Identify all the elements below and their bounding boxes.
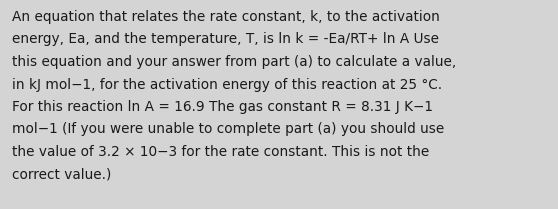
Text: For this reaction ln A = 16.9 The gas constant R = 8.31 J K−1: For this reaction ln A = 16.9 The gas co… (12, 100, 433, 114)
Text: the value of 3.2 × 10−3 for the rate constant. This is not the: the value of 3.2 × 10−3 for the rate con… (12, 145, 429, 159)
Text: this equation and your answer from part (a) to calculate a value,: this equation and your answer from part … (12, 55, 456, 69)
Text: energy, Ea, and the temperature, T, is ln k = -Ea/RT+ ln A Use: energy, Ea, and the temperature, T, is l… (12, 33, 439, 46)
Text: An equation that relates the rate constant, k, to the activation: An equation that relates the rate consta… (12, 10, 440, 24)
Text: in kJ mol−1, for the activation energy of this reaction at 25 °C.: in kJ mol−1, for the activation energy o… (12, 78, 442, 92)
Text: correct value.): correct value.) (12, 167, 112, 181)
Text: mol−1 (If you were unable to complete part (a) you should use: mol−1 (If you were unable to complete pa… (12, 122, 444, 136)
